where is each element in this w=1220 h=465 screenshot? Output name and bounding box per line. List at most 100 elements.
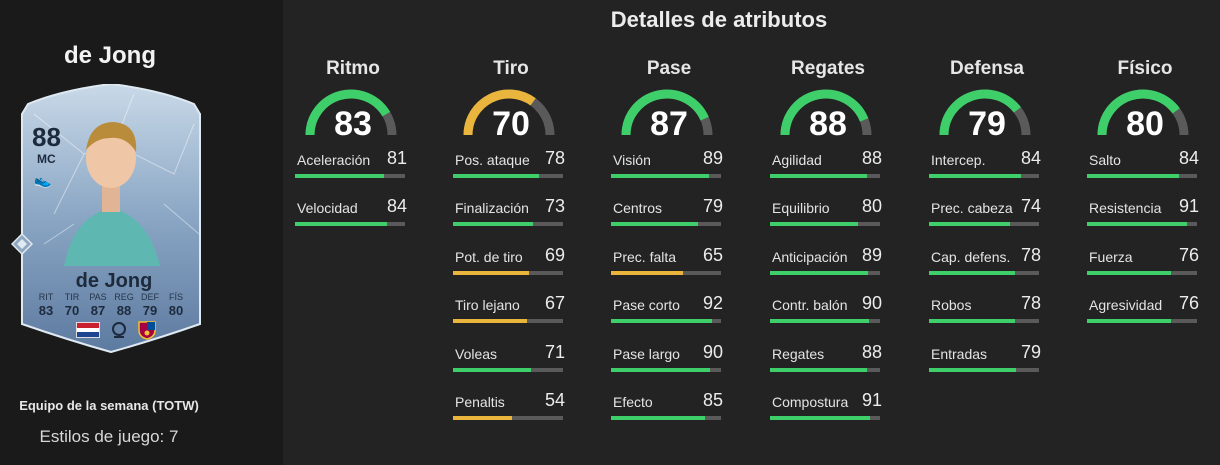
stat-value: 54 [544,389,565,410]
category-gauge: 83 [295,85,411,145]
stat-bar-fill [770,174,867,178]
stat-label: Centros [613,200,663,217]
card-player-name: de Jong [75,270,153,292]
stat-bar [453,174,563,178]
stat-label: Penaltis [455,393,505,410]
category-name: Defensa [950,58,1024,79]
category-column: Tiro 70 Pos. ataque 78 Finalización 73 Pot. de… [453,58,569,436]
stat-row: Salto 84 [1087,146,1203,194]
stat-row: Contr. balón 90 [770,291,886,339]
category-column: Defensa 79 Intercep. 84 Prec. cabeza 74 Cap. d… [929,58,1045,388]
category-gauge: 70 [453,85,569,145]
category-column: Ritmo 83 Aceleración 81 Velocidad 84 [295,58,411,243]
page-title: Detalles de atributos [610,7,828,32]
stat-value: 69 [544,244,565,265]
gauge-fill [621,89,709,136]
stat-label: Robos [931,297,972,314]
player-card[interactable]: 88 MC 👟 de Jong RIT 83 TIR 70 PAS 87 REG 88 … [14,84,208,354]
stat-row: Visión 89 [611,146,727,194]
category-gauge: 87 [611,85,727,145]
stat-bar-fill [770,367,867,372]
gauge-fill [463,89,536,136]
stat-value: 80 [861,196,882,217]
stat-label: Pot. de tiro [455,248,523,265]
stat-bar [770,415,880,420]
playstyles-count[interactable]: Estilos de juego: 7 [39,427,179,446]
card-stat-label: DEF [141,292,159,302]
stat-bar [295,174,405,178]
stat-value: 71 [544,341,565,362]
stat-list: Pos. ataque 78 Finalización 73 Pot. de tiro 6… [453,146,569,436]
stat-bar-fill [453,367,532,372]
stat-row: Aceleración 81 [295,146,411,194]
stat-label: Tiro lejano [455,297,520,314]
stat-value: 79 [1020,341,1041,362]
stat-bar [1087,222,1197,227]
stat-row: Intercep. 84 [929,146,1045,194]
boot-icon: 👟 [34,172,52,188]
category-name: Tiro [493,58,529,79]
stat-label: Entradas [931,345,988,362]
stat-label: Voleas [455,345,498,362]
stat-value: 84 [386,196,407,217]
stat-bar [611,415,721,420]
stat-list: Visión 89 Centros 79 Prec. falta 65 Pase corto… [611,146,727,436]
stat-row: Pos. ataque 78 [453,146,569,194]
stat-bar-fill [770,222,858,227]
stat-bar-fill [1087,319,1171,324]
card-stat-value: 87 [90,303,106,318]
stat-bar [611,270,721,275]
diamond-badge-icon [11,233,33,255]
stat-label: Pos. ataque [455,152,530,168]
stat-bar-fill [295,174,385,178]
stat-label: Agresividad [1089,297,1163,314]
stat-bar [1087,319,1197,324]
stat-bar [929,222,1039,227]
category-value: 70 [492,105,530,143]
league-logo-icon [112,322,126,338]
stat-label: Salto [1089,152,1121,168]
stat-bar [1087,174,1197,178]
category-gauge: 80 [1087,85,1203,145]
category-column: Pase 87 Visión 89 Centros 79 Prec. falta 65 Pase… [611,58,727,436]
stat-row: Pase largo 90 [611,340,727,388]
stat-bar [611,367,721,372]
stat-value: 89 [861,244,882,265]
stat-value: 92 [702,293,723,314]
stat-bar-fill [770,319,869,324]
player-sidebar: de Jong [0,0,283,465]
card-stat: TIR 70 [60,292,84,318]
category-value: 80 [1126,105,1164,143]
stat-row: Velocidad 84 [295,194,411,242]
stat-label: Aceleración [297,152,371,168]
stat-bar [453,367,563,372]
stat-row: Agresividad 76 [1087,291,1203,339]
category-value: 88 [809,105,847,143]
stat-value: 88 [861,341,882,362]
stat-label: Prec. cabeza [931,200,1013,217]
category-name: Físico [1117,58,1173,79]
stat-bar-fill [611,367,710,372]
stat-value: 76 [1178,293,1199,314]
card-stat-value: 79 [142,303,158,318]
stat-value: 90 [702,341,723,362]
stat-bar-fill [929,319,1015,324]
stat-label: Visión [613,152,651,168]
stat-row: Efecto 85 [611,388,727,436]
stat-value: 74 [1020,196,1041,217]
stat-label: Agilidad [772,152,822,168]
stat-bar [929,367,1039,372]
stat-row: Pase corto 92 [611,291,727,339]
category-value: 83 [334,105,372,143]
stat-row: Equilibrio 80 [770,194,886,242]
stat-bar-fill [611,174,709,178]
stat-value: 84 [1020,148,1041,168]
stat-bar [611,174,721,178]
stat-bar [1087,270,1197,275]
stat-label: Anticipación [772,248,848,265]
stat-row: Entradas 79 [929,340,1045,388]
category-gauge: 79 [929,85,1045,145]
stat-bar [770,174,880,178]
stat-label: Pase largo [613,345,680,362]
card-stat: FÍS 80 [164,292,188,318]
